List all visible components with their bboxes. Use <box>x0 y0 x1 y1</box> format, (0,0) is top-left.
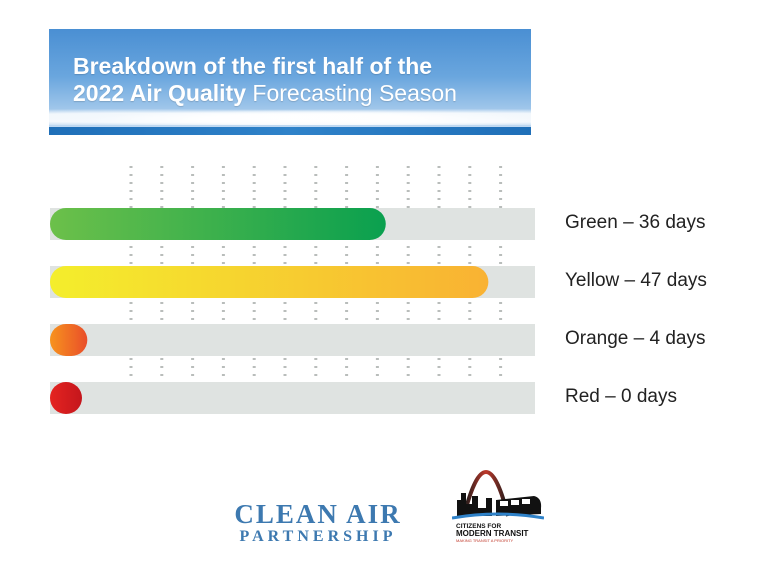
banner-clouds <box>49 107 531 125</box>
cmt-logo-tagline: MAKING TRANSIT A PRIORITY <box>456 538 514 543</box>
bar-orange <box>50 324 88 356</box>
bar-yellow <box>50 266 489 298</box>
bar-label-red: Red – 0 days <box>565 386 677 407</box>
bar-label-yellow: Yellow – 47 days <box>565 270 707 291</box>
citizens-for-modern-transit-logo: CITIZENS FOR MODERN TRANSIT MAKING TRANS… <box>451 438 546 548</box>
cmt-logo-line2: MODERN TRANSIT <box>456 529 529 538</box>
bar-label-green: Green – 36 days <box>565 212 706 233</box>
clean-air-logo-line1: CLEAN AIR <box>234 499 402 529</box>
bar-red <box>50 382 82 414</box>
clean-air-partnership-logo: CLEAN AIR PARTNERSHIP <box>218 500 418 550</box>
bar-track-orange <box>50 324 535 356</box>
chart-title-line-2: 2022 Air Quality Forecasting Season <box>73 80 457 107</box>
cmt-logo-line1: CITIZENS FOR <box>456 523 502 530</box>
chart-title-line-1: Breakdown of the first half of the <box>73 53 433 79</box>
bar-label-orange: Orange – 4 days <box>565 328 706 349</box>
gateway-arch-icon <box>451 470 545 520</box>
title-banner: Breakdown of the first half of the 2022 … <box>49 29 531 135</box>
chart-title-bold-part: 2022 Air Quality <box>73 80 247 106</box>
bar-track-red <box>50 382 535 414</box>
bar-green <box>50 208 386 240</box>
chart-title-rest: Forecasting Season <box>246 80 457 106</box>
cmt-logo-text: CITIZENS FOR MODERN TRANSIT MAKING TRANS… <box>456 523 546 544</box>
banner-strip <box>49 127 531 135</box>
clean-air-logo-line2: PARTNERSHIP <box>239 528 397 545</box>
bars <box>50 208 489 414</box>
